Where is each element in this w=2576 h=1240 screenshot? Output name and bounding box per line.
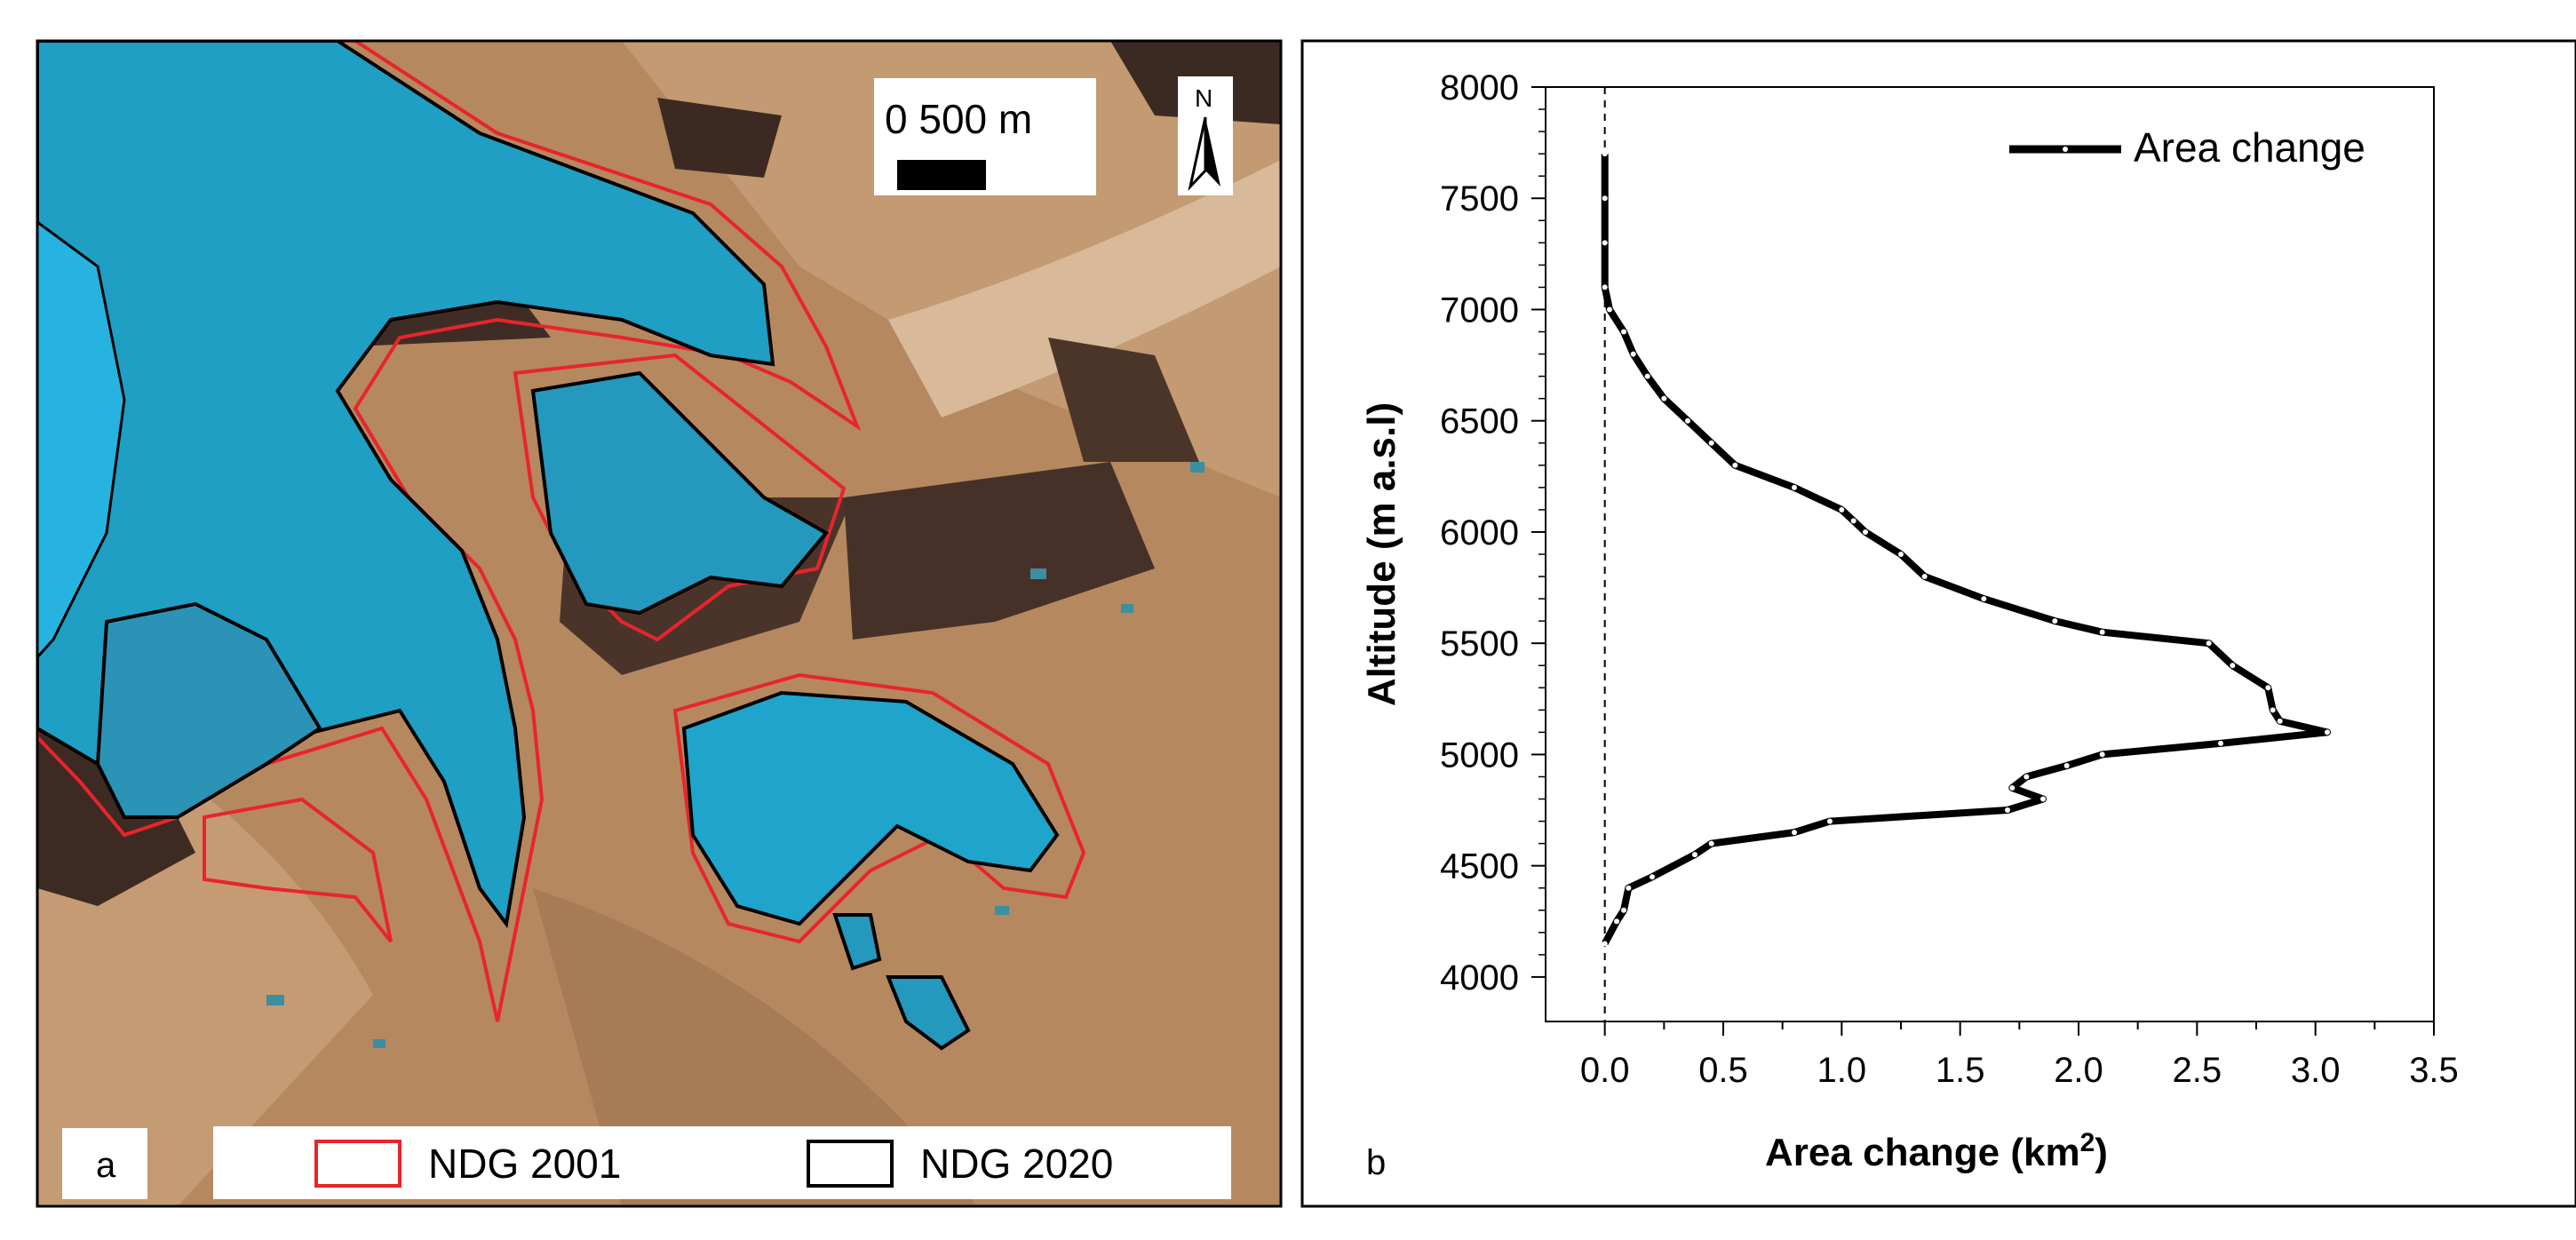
data-point: [1602, 195, 1608, 202]
data-point: [2052, 618, 2058, 624]
data-point: [2040, 796, 2046, 802]
y-tick-label: 7500: [1440, 179, 1519, 219]
data-point: [2099, 629, 2105, 635]
meltwater-ponds: [266, 462, 1205, 1048]
data-point: [2206, 640, 2212, 647]
data-point: [1827, 818, 1833, 824]
data-point: [1792, 484, 1797, 490]
data-point: [1644, 373, 1650, 379]
x-tick-label: 3.0: [2291, 1051, 2341, 1090]
data-point: [1630, 351, 1636, 357]
data-point: [2023, 774, 2030, 780]
map-legend: NDG 2001 NDG 2020: [213, 1126, 1231, 1199]
data-point: [1621, 329, 1626, 335]
legend-marker: [2063, 147, 2068, 152]
data-point: [1708, 440, 1714, 446]
x-tick-label: 1.5: [1936, 1051, 1985, 1090]
y-axis-label: Altitude (m a.s.l): [1360, 402, 1403, 706]
data-point: [1602, 941, 1608, 947]
x-tick-label: 3.5: [2409, 1051, 2459, 1090]
data-point: [1839, 506, 1845, 513]
data-point: [1792, 830, 1797, 836]
legend-label-ndg-2001: NDG 2001: [428, 1141, 621, 1187]
shadow-region: [657, 98, 782, 178]
x-axis-label-end: ): [2095, 1131, 2108, 1174]
data-point: [1692, 852, 1697, 858]
legend-swatch-ndg-2001: [314, 1140, 402, 1188]
shadow-region: [844, 462, 1155, 640]
y-tick-label: 6000: [1440, 513, 1519, 552]
y-tick-label: 5000: [1440, 735, 1519, 775]
data-point: [1602, 240, 1608, 246]
data-point: [1863, 529, 1868, 535]
panel-b: b 0.0 0.5 1.0 1.5 2.0 2.5 3.0 3.5 4000 4500 5000 55…: [1300, 39, 2576, 1208]
legend-label-ndg-2020: NDG 2020: [920, 1141, 1113, 1187]
x-tick-label: 2.0: [2054, 1051, 2103, 1090]
scale-bar-text: 0 500 m: [885, 96, 1032, 142]
data-point: [1732, 462, 1738, 468]
north-arrow: N: [1178, 76, 1233, 195]
area-change-chart: 0.0 0.5 1.0 1.5 2.0 2.5 3.0 3.5 4000 4500 5000 5500…: [1360, 68, 2459, 1174]
data-point: [2009, 785, 2015, 791]
y-tick-label: 6500: [1440, 402, 1519, 441]
north-arrow-fill-icon: [1205, 117, 1220, 187]
data-point: [1614, 918, 1619, 925]
data-point: [1650, 874, 1655, 880]
x-tick-label: 2.5: [2173, 1051, 2222, 1090]
data-point: [1626, 885, 1632, 891]
data-point: [1661, 395, 1667, 401]
series-layer: [1601, 151, 2331, 947]
x-axis-label: Area change (km2): [1765, 1128, 2108, 1174]
panel-b-label: b: [1366, 1143, 1386, 1182]
data-point: [1898, 552, 1904, 557]
data-point: [1850, 518, 1856, 524]
data-point: [1602, 284, 1608, 290]
x-axis-label-superscript: 2: [2080, 1128, 2095, 1157]
panel-a: 0 500 m N a NDG 2001 NDG 2020: [36, 39, 1283, 1208]
glaciers: [37, 41, 1060, 1051]
data-point: [2325, 729, 2330, 735]
x-tick-label: 0.0: [1580, 1051, 1630, 1090]
terrain-ridge: [888, 160, 1281, 417]
data-point: [2218, 740, 2223, 746]
x-tick-label: 1.0: [1817, 1051, 1867, 1090]
data-point: [1921, 574, 1928, 580]
y-tick-label: 8000: [1440, 68, 1519, 107]
panel-a-label-box: [62, 1128, 147, 1199]
shadow-region: [1048, 338, 1199, 462]
data-point: [1981, 596, 1987, 602]
data-point: [1607, 306, 1612, 313]
x-axis-label-main: Area change (km: [1765, 1131, 2080, 1174]
data-point: [1621, 907, 1626, 913]
y-tick-label: 4000: [1440, 958, 1519, 998]
data-point: [2270, 707, 2276, 713]
data-point: [1602, 151, 1608, 157]
data-point: [1685, 417, 1690, 424]
axis-ticks: 0.0 0.5 1.0 1.5 2.0 2.5 3.0 3.5 4000 4500 5000 5500…: [1440, 68, 2459, 1090]
scale-bar: 0 500 m: [874, 78, 1096, 195]
data-point: [2230, 663, 2236, 669]
map-frame: [36, 39, 1283, 1208]
legend-swatch-ndg-2020: [807, 1140, 894, 1188]
y-tick-label: 7000: [1440, 290, 1519, 330]
data-point: [2005, 807, 2010, 814]
chart-legend: Area change: [2009, 124, 2365, 171]
shadow-region: [37, 711, 195, 906]
x-tick-label: 0.5: [1698, 1051, 1748, 1090]
satellite-map: [37, 41, 1281, 1206]
data-point: [2265, 685, 2271, 691]
panel-a-label: a: [96, 1146, 116, 1185]
data-point: [2099, 751, 2105, 758]
north-label: N: [1195, 84, 1212, 112]
data-point: [2277, 718, 2283, 724]
plot-area: [1545, 86, 2435, 1022]
y-tick-label: 4500: [1440, 847, 1519, 886]
legend-label-area-change: Area change: [2134, 124, 2365, 171]
data-point: [1708, 840, 1714, 847]
data-point: [2063, 762, 2070, 768]
scale-bar-segment: [897, 160, 986, 190]
y-tick-label: 5500: [1440, 624, 1519, 664]
